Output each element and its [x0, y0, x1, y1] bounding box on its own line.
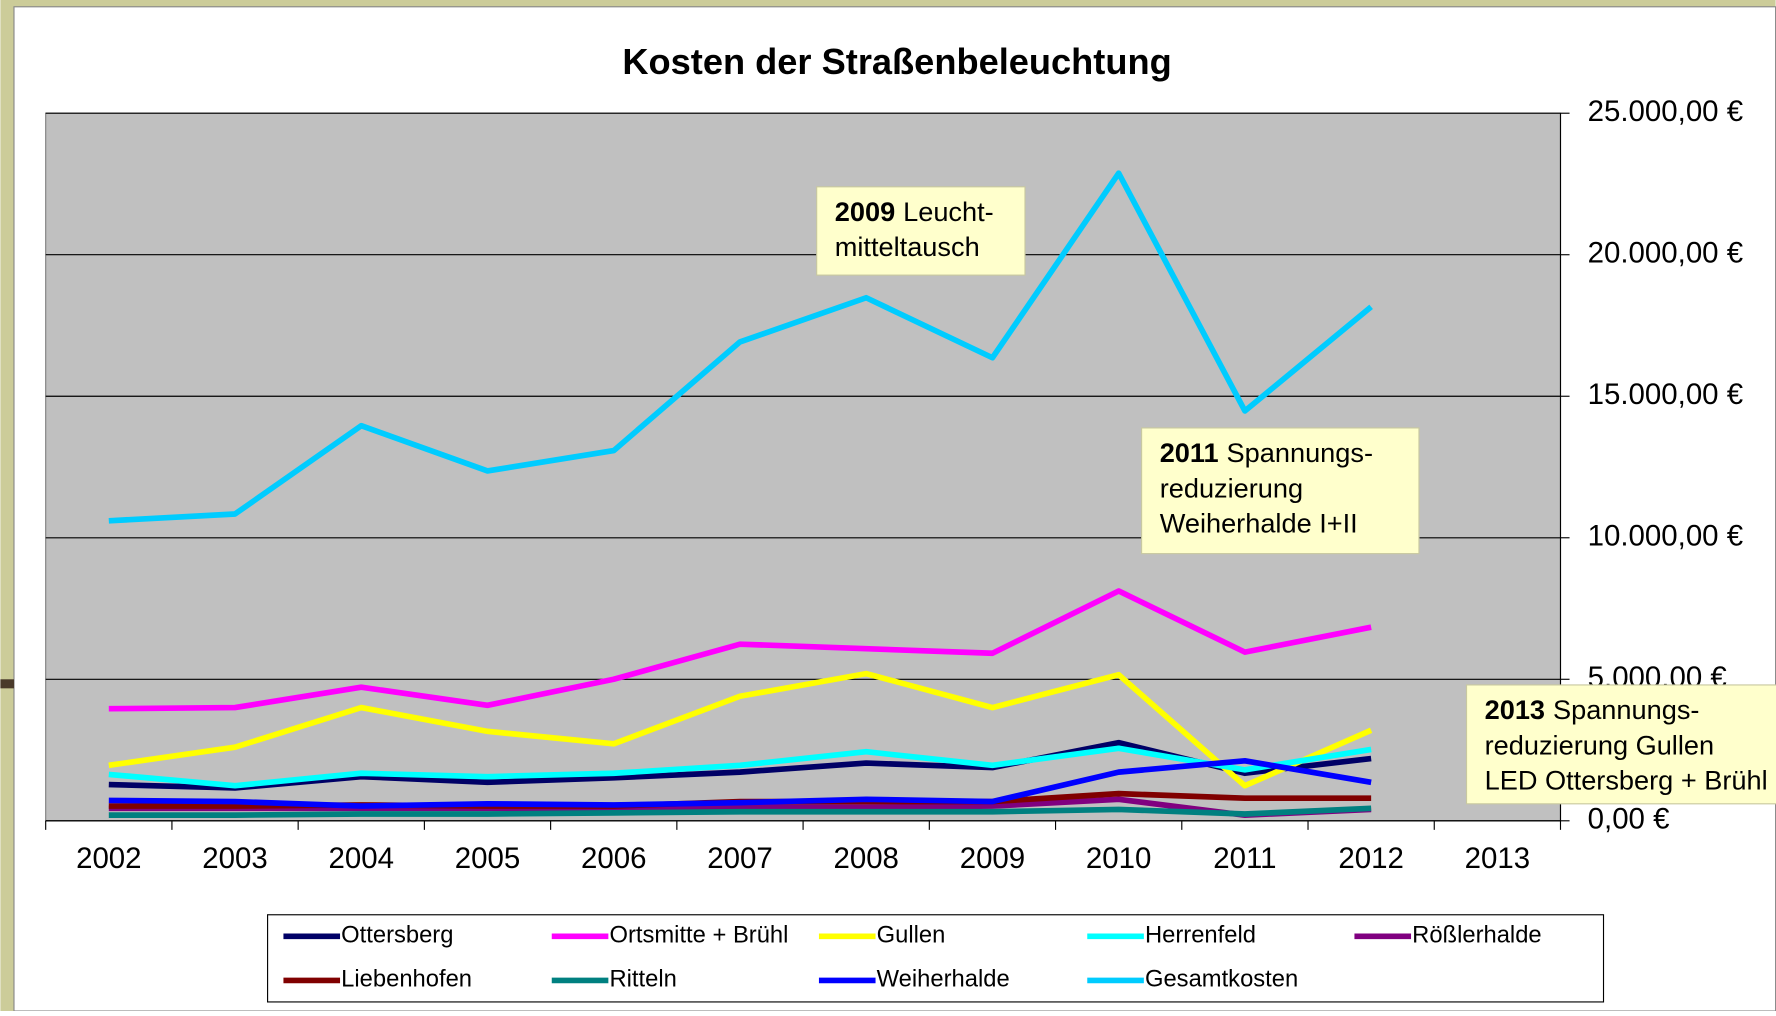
legend-label: Rößlerhalde — [1412, 922, 1541, 949]
annotation-box — [1141, 427, 1420, 555]
x-tick-label: 2003 — [202, 842, 267, 875]
legend-label: Gullen — [877, 922, 946, 949]
annotation-text: mitteltausch — [835, 231, 980, 262]
x-tick-label: 2005 — [455, 842, 520, 875]
annotation-year: 2013 — [1485, 694, 1545, 725]
slide-decoration — [0, 679, 14, 689]
legend-label: Ortsmitte + Brühl — [609, 922, 788, 949]
legend-label: Liebenhofen — [341, 966, 472, 993]
annotation-text: 2013 Spannungs- — [1485, 694, 1700, 725]
legend-label: Gesamtkosten — [1145, 966, 1298, 993]
annotation-text: 2011 Spannungs- — [1160, 437, 1373, 468]
x-tick-label: 2011 — [1213, 842, 1276, 875]
y-tick-label: 15.000,00 € — [1588, 378, 1743, 411]
legend-label: Herrenfeld — [1145, 922, 1256, 949]
annotation-year: 2011 — [1160, 437, 1219, 468]
y-tick-label: 25.000,00 € — [1588, 95, 1743, 128]
legend-label: Ritteln — [609, 966, 676, 993]
annotation-box — [816, 186, 1026, 276]
annotation-line: Spannungs- — [1227, 437, 1373, 468]
x-tick-label: 2006 — [581, 842, 646, 875]
legend-label: Weiherhalde — [877, 966, 1010, 993]
series-line — [108, 757, 1372, 809]
x-tick-label: 2009 — [960, 842, 1025, 875]
y-tick-label: 0,00 € — [1588, 803, 1670, 836]
annotation-text: 2009 Leucht- — [835, 196, 994, 227]
series-line — [108, 745, 1372, 789]
series-line — [108, 170, 1373, 524]
x-tick-label: 2013 — [1465, 842, 1530, 875]
annotation-text: LED Ottersberg + Brühl — [1485, 764, 1768, 795]
legend-box — [267, 914, 1605, 1003]
x-tick-label: 2008 — [833, 842, 898, 875]
annotation-line: Spannungs- — [1553, 694, 1699, 725]
annotation-box — [1465, 684, 1776, 805]
x-tick-label: 2010 — [1086, 842, 1151, 875]
legend-label: Ottersberg — [341, 922, 453, 949]
annotation-text: reduzierung — [1160, 472, 1303, 503]
y-tick-label: 20.000,00 € — [1588, 237, 1743, 270]
annotation-text: Weiherhalde I+II — [1160, 507, 1358, 538]
x-tick-label: 2012 — [1338, 842, 1403, 875]
y-tick-label: 10.000,00 € — [1588, 520, 1743, 553]
x-tick-label: 2007 — [707, 842, 772, 875]
series-line — [108, 805, 1372, 818]
annotation-text: reduzierung Gullen — [1485, 729, 1714, 760]
annotation-year: 2009 — [835, 196, 895, 227]
chart-title: Kosten der Straßenbeleuchtung — [622, 41, 1171, 82]
series-line — [108, 796, 1372, 818]
series-line — [108, 670, 1373, 789]
annotation-line: Leucht- — [903, 196, 994, 227]
x-tick-label: 2002 — [76, 842, 141, 875]
series-line — [108, 588, 1372, 712]
x-tick-label: 2004 — [329, 842, 394, 875]
